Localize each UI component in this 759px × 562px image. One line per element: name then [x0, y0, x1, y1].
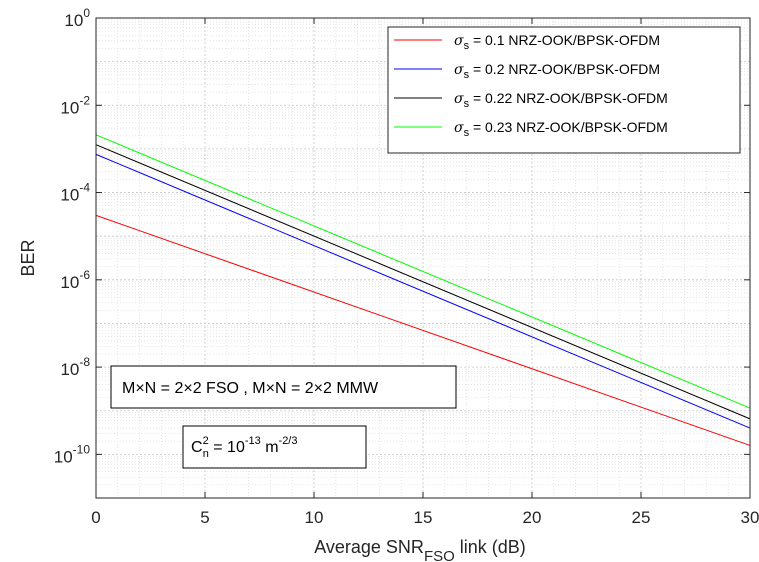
x-tick-label: 0 [91, 508, 100, 527]
annotation-antenna-config: M×N = 2×2 FSO , M×N = 2×2 MMW [110, 365, 457, 409]
y-tick-label: 100 [64, 6, 90, 30]
legend: σs = 0.1 NRZ-OOK/BPSK-OFDM σs = 0.2 NRZ-O… [387, 26, 741, 154]
series-line-4 [95, 134, 751, 409]
annotation-antenna-text: M×N = 2×2 FSO , M×N = 2×2 MMW [122, 380, 379, 397]
x-tick-label: 20 [523, 508, 542, 527]
annotation-box [110, 365, 457, 409]
legend-label: σs = 0.23 NRZ-OOK/BPSK-OFDM [454, 119, 668, 139]
y-tick-label: 10-2 [60, 93, 90, 117]
series-layer [95, 134, 751, 446]
x-tick-label: 10 [305, 508, 324, 527]
y-tick-label: 10-4 [60, 181, 90, 205]
x-tick-labels: 0 5 10 15 20 25 30 [91, 508, 759, 527]
y-tick-label: 10-6 [60, 268, 90, 292]
legend-box [387, 26, 741, 154]
legend-label: σs = 0.2 NRZ-OOK/BPSK-OFDM [454, 61, 660, 81]
x-tick-label: 5 [200, 508, 209, 527]
series-line-1 [95, 214, 751, 446]
legend-label: σs = 0.1 NRZ-OOK/BPSK-OFDM [454, 32, 660, 52]
x-axis-title: Average SNRFSO link (dB) [314, 537, 526, 562]
legend-label: σs = 0.22 NRZ-OOK/BPSK-OFDM [454, 90, 668, 110]
x-tick-label: 15 [414, 508, 433, 527]
y-tick-label: 10-8 [60, 355, 90, 379]
x-tick-label: 30 [741, 508, 759, 527]
x-tick-label: 25 [632, 508, 651, 527]
y-tick-label: 10-10 [54, 442, 91, 466]
tick-marks [95, 17, 751, 498]
series-line-2 [95, 153, 751, 429]
annotation-turbulence-text: C2 n = 10-13 m-2/3 [191, 435, 298, 460]
y-tick-labels: 100 10-2 10-4 10-6 10-8 10-10 [54, 6, 91, 466]
annotation-box [182, 425, 367, 469]
y-axis-title: BER [18, 239, 38, 276]
annotation-turbulence: C2 n = 10-13 m-2/3 [182, 425, 367, 469]
series-line-3 [95, 144, 751, 420]
